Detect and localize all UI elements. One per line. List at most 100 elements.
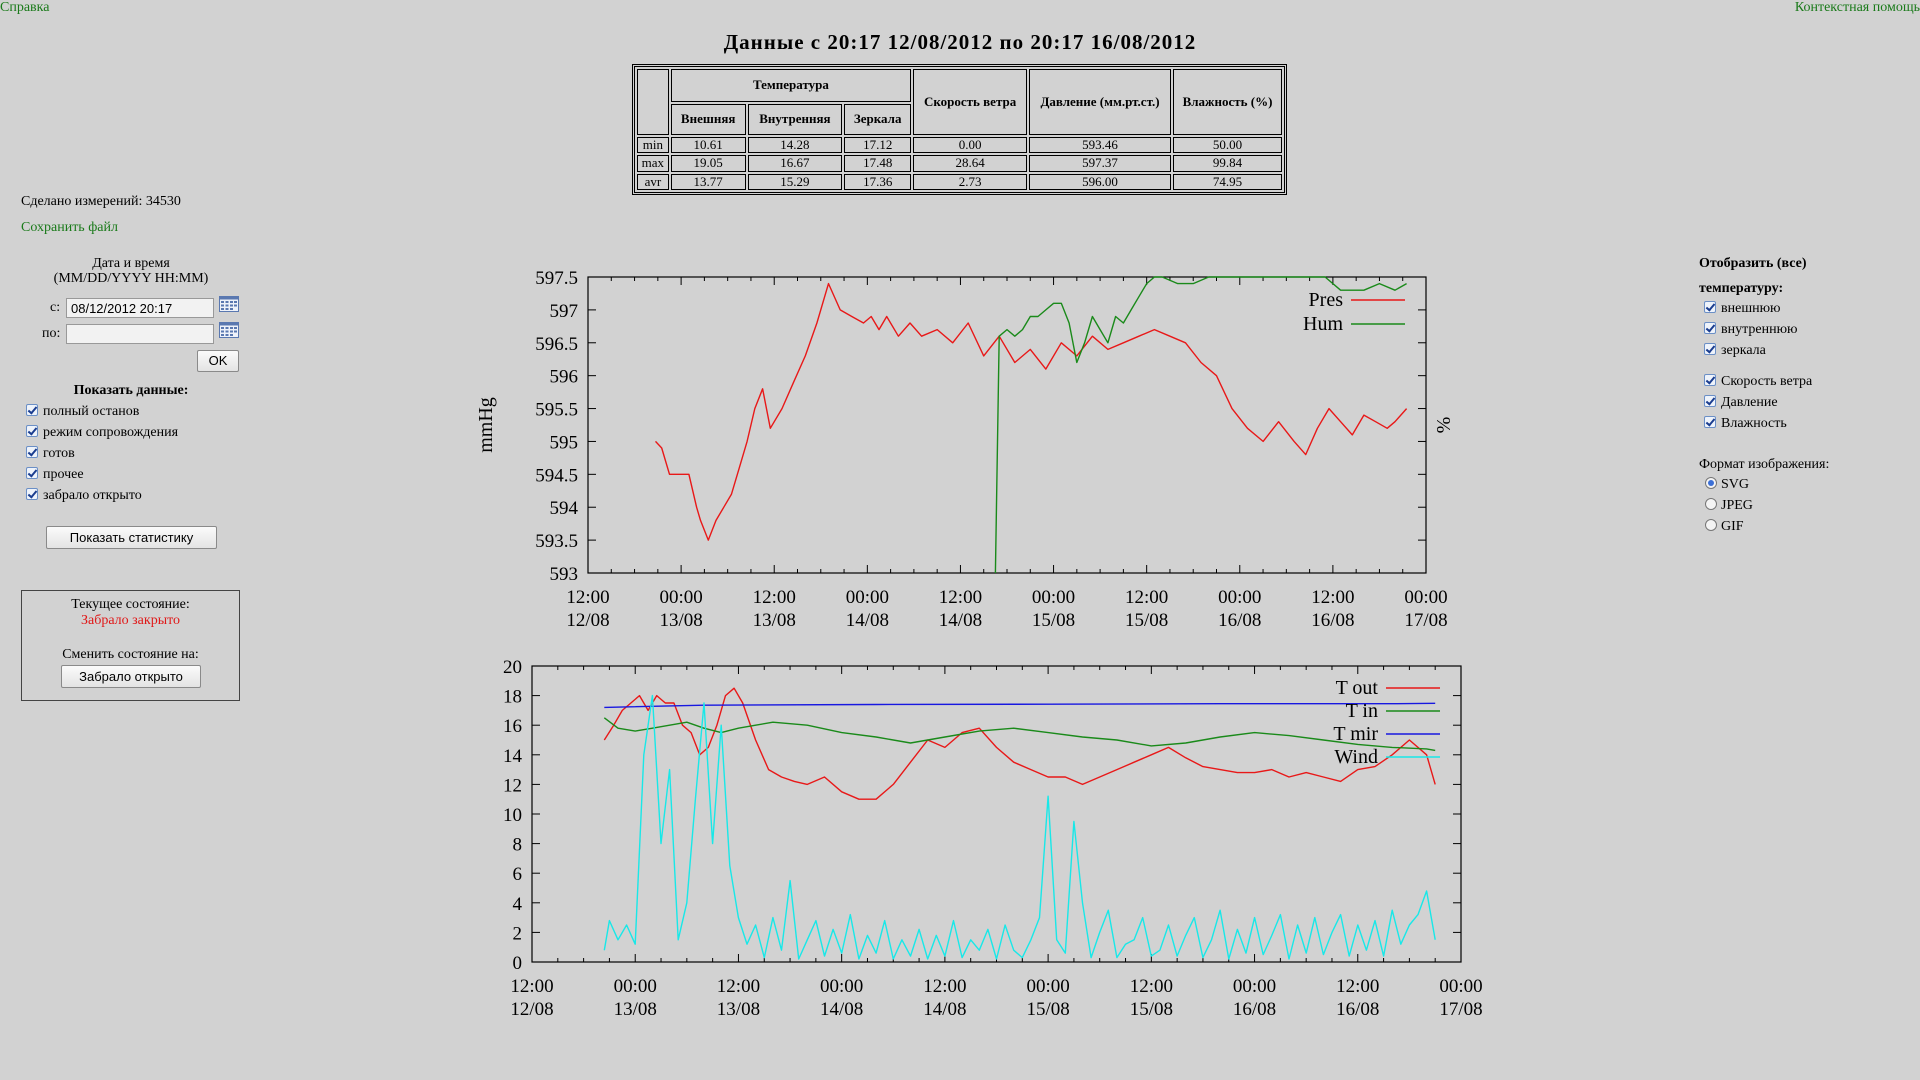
calendar-icon[interactable] (219, 322, 239, 338)
checkbox-tracking-mode[interactable] (26, 425, 38, 437)
stats-wind-header: Скорость ветра (913, 69, 1028, 135)
checkbox-humidity[interactable] (1704, 416, 1716, 428)
stats-cell: 13.77 (670, 173, 746, 190)
checkbox-pressure[interactable] (1704, 395, 1716, 407)
legend-label: T mir (1333, 723, 1378, 745)
radio-svg[interactable] (1705, 477, 1717, 489)
x-tick-label-date: 16/08 (1311, 610, 1354, 631)
x-tick-label-time: 12:00 (566, 587, 609, 608)
series-line-t-in (603, 717, 1436, 752)
y-tick-label: 10 (503, 805, 522, 826)
x-tick-label-date: 14/08 (939, 610, 982, 631)
checkbox-label: режим сопровождения (43, 425, 179, 440)
stats-temp-header: Температура (670, 69, 912, 102)
stats-cell: 0.00 (913, 136, 1028, 154)
page-title: Данные с 20:17 12/08/2012 по 20:17 16/08… (723, 30, 1197, 54)
stats-row-max: max 19.05 16.67 17.48 28.64 597.37 99.84 (637, 155, 1282, 172)
radio-label: GIF (1721, 519, 1744, 534)
x-tick-label-date: 12/08 (510, 999, 553, 1020)
checkbox-temp-outer[interactable] (1704, 301, 1716, 313)
x-tick-label-date: 14/08 (846, 610, 889, 631)
change-state-button[interactable]: Забрало открыто (61, 665, 201, 688)
format-label: Формат изображения: (1699, 457, 1830, 472)
radio-gif[interactable] (1705, 519, 1717, 531)
legend-label: Hum (1303, 313, 1343, 335)
legend-label: Pres (1309, 289, 1344, 311)
datetime-title-text: Дата и время (92, 256, 170, 271)
chart1-y2label: % (1433, 417, 1455, 434)
stats-hum-header: Влажность (%) (1172, 69, 1282, 135)
x-tick-label-time: 12:00 (753, 587, 796, 608)
show-all-title[interactable]: Отобразить (все) (1699, 256, 1807, 271)
checkbox-temp-mirror[interactable] (1704, 343, 1716, 355)
y-tick-label: 4 (513, 894, 523, 915)
from-date-input[interactable]: 08/12/2012 20:17 (66, 298, 214, 318)
legend-label: T out (1336, 677, 1379, 699)
x-tick-label-time: 00:00 (1026, 976, 1069, 997)
stats-subheader: Внешняя (670, 103, 746, 135)
stats-cell: 17.48 (844, 155, 912, 172)
context-help-link[interactable]: Контекстная помощь (1794, 0, 1920, 15)
x-tick-label-date: 15/08 (1130, 999, 1173, 1020)
stats-table: Температура Скорость ветра Давление (мм.… (632, 64, 1287, 195)
y-tick-label: 596 (550, 367, 579, 388)
status-box: Текущее состояние: Забрало закрыто Смени… (21, 590, 240, 701)
checkbox-label: внешнюю (1721, 301, 1781, 316)
x-tick-label-time: 00:00 (820, 976, 863, 997)
checkbox-other[interactable] (26, 467, 38, 479)
x-tick-label-date: 12/08 (566, 610, 609, 631)
calendar-icon[interactable] (219, 296, 239, 312)
y-tick-label: 6 (513, 864, 523, 885)
y-tick-label: 595 (550, 432, 579, 453)
stats-pres-header: Давление (мм.рт.ст.) (1029, 69, 1171, 135)
x-tick-label-time: 12:00 (1130, 976, 1173, 997)
y-tick-label: 8 (513, 835, 523, 856)
change-state-label: Сменить состояние на: (62, 647, 199, 662)
datetime-format: (MM/DD/YYYY HH:MM) (53, 271, 209, 286)
x-tick-label-date: 16/08 (1336, 999, 1379, 1020)
stats-cell: 14.28 (747, 136, 843, 154)
x-tick-label-date: 15/08 (1125, 610, 1168, 631)
x-tick-label-date: 13/08 (717, 999, 760, 1020)
ok-button[interactable]: OK (197, 350, 239, 372)
stats-row-label: avr (637, 173, 669, 190)
stats-cell: 19.05 (670, 155, 746, 172)
checkbox-temp-inner[interactable] (1704, 322, 1716, 334)
save-file-link[interactable]: Сохранить файл (21, 220, 118, 235)
x-tick-label-time: 00:00 (846, 587, 889, 608)
checkbox-label: прочее (43, 467, 84, 482)
pressure-humidity-chart: mmHg % 597.5 597 596.5 596 595.5 595 594.5 594 5… (475, 268, 1455, 631)
help-link[interactable]: Справка (0, 0, 50, 15)
datetime-title: Дата и время (MM/DD/YYYY HH:MM) (21, 256, 241, 286)
y-tick-label: 18 (503, 687, 522, 708)
temperature-wind-chart: 2018161412108642012:0012/0800:0013/0812:… (503, 657, 1483, 1020)
stats-cell: 50.00 (1172, 136, 1282, 154)
checkbox-label: внутреннюю (1721, 322, 1798, 337)
show-stats-button[interactable]: Показать статистику (46, 526, 217, 549)
x-tick-label-time: 00:00 (1233, 976, 1276, 997)
stats-cell: 2.73 (913, 173, 1028, 190)
from-label: с: (50, 300, 61, 315)
plot-frame (587, 276, 1427, 574)
stats-cell: 597.37 (1029, 155, 1171, 172)
x-tick-label-date: 15/08 (1032, 610, 1075, 631)
stats-cell: 74.95 (1172, 173, 1282, 190)
stats-cell: 16.67 (747, 155, 843, 172)
x-tick-label-date: 13/08 (659, 610, 702, 631)
x-tick-label-date: 14/08 (820, 999, 863, 1020)
y-tick-label: 16 (503, 716, 522, 737)
x-tick-label-time: 00:00 (1032, 587, 1075, 608)
x-tick-label-time: 12:00 (717, 976, 760, 997)
checkbox-wind[interactable] (1704, 374, 1716, 386)
x-tick-label-time: 12:00 (1311, 587, 1354, 608)
stats-cell: 10.61 (670, 136, 746, 154)
stats-cell: 17.12 (844, 136, 912, 154)
checkbox-visor-open[interactable] (26, 488, 38, 500)
checkbox-full-stop[interactable] (26, 404, 38, 416)
measurements-count: Сделано измерений: 34530 (21, 194, 181, 209)
checkbox-ready[interactable] (26, 446, 38, 458)
radio-jpeg[interactable] (1705, 498, 1717, 510)
checkbox-label: полный останов (43, 404, 140, 419)
to-date-input[interactable] (66, 324, 214, 344)
y-tick-label: 20 (503, 657, 522, 678)
